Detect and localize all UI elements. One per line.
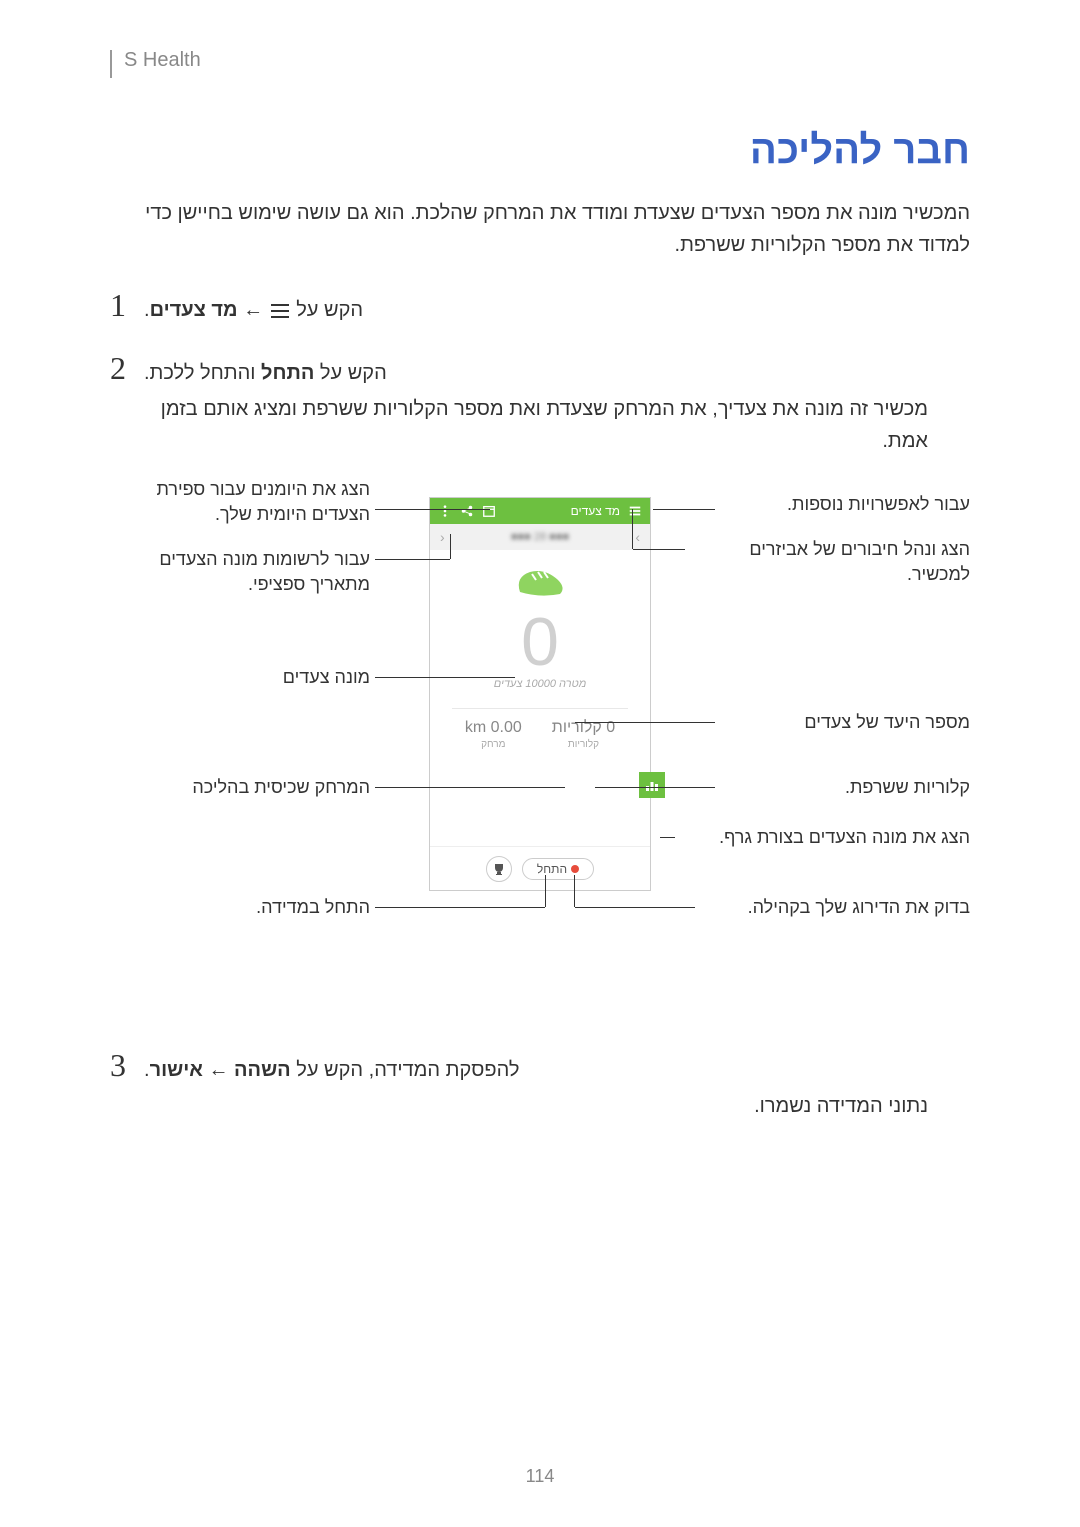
line-r1 (653, 509, 715, 510)
callout-r6: בדוק את הדירוג שלך בקהילה. (700, 895, 970, 920)
calories-stat: 0 קלוריות קלוריות (552, 719, 615, 750)
hamburger-icon (271, 304, 289, 318)
divider (452, 708, 628, 709)
page-title: חבר להליכה (110, 128, 970, 173)
step-1-number: 1 (110, 287, 126, 324)
line-r5 (660, 837, 675, 838)
callout-l1: הצג את היומנים עבור ספירת הצעדים היומית … (110, 477, 370, 527)
callout-l5: התחל במדידה. (110, 895, 370, 920)
step-3-text: להפסקת המדידה, הקש על השהה ← אישור. (144, 1059, 519, 1082)
stats-row: 0 קלוריות קלוריות 0.00 km מרחק (430, 719, 650, 750)
line-r2b (632, 509, 633, 549)
step3-bold1: השהה (234, 1059, 291, 1081)
line-r4 (595, 787, 715, 788)
step-3-sub: נתוני המדידה נשמרו. (110, 1090, 928, 1122)
header: S Health (110, 50, 970, 78)
distance-label: מרחק (465, 739, 522, 750)
step2-bold: התחל (261, 362, 314, 384)
callout-l2: עבור לרשומות מונה הצעדים מתאריך ספציפי. (110, 547, 370, 597)
date-prev[interactable]: › (635, 529, 640, 545)
step3-bold2: אישור (150, 1059, 203, 1081)
step-3: להפסקת המדידה, הקש על השהה ← אישור. 3 (110, 1047, 970, 1084)
callout-r3: מספר היעד של צעדים (720, 710, 970, 735)
start-button[interactable]: התחל (522, 858, 594, 880)
callout-l3: מונה צעדים (110, 665, 370, 690)
line-l5a (375, 907, 545, 908)
callout-l4: המרחק שכיסית בהליכה (110, 775, 370, 800)
line-l2a (375, 559, 450, 560)
step-3-number: 3 (110, 1047, 126, 1084)
step-2-number: 2 (110, 350, 126, 387)
shoe-icon (510, 562, 570, 602)
step3-arrow: ← (203, 1059, 234, 1081)
calories-label: קלוריות (552, 739, 615, 750)
callout-r5: הצג את מונה הצעדים בצורת גרף. (680, 825, 970, 850)
more-icon[interactable] (438, 504, 452, 518)
line-r6a (575, 907, 695, 908)
line-r3 (575, 722, 715, 723)
line-l1 (375, 509, 490, 510)
header-app-name: S Health (124, 49, 201, 72)
trophy-icon (492, 862, 506, 876)
calendar-icon[interactable] (482, 504, 496, 518)
distance-stat: 0.00 km מרחק (465, 719, 522, 750)
step-2-text: הקש על התחל והתחל ללכת. (144, 362, 387, 385)
bar-chart-icon (645, 778, 659, 792)
step3-prefix: להפסקת המדידה, הקש על (291, 1059, 520, 1081)
intro-paragraph: המכשיר מונה את מספר הצעדים שצעדת ומודד א… (110, 197, 970, 261)
callout-r1: עבור לאפשרויות נוספות. (720, 492, 970, 517)
phone-date-nav: › ■■■ 28 ■■■ ‹ (430, 524, 650, 550)
step-2-sub: מכשיר זה מונה את צעדיך, את המרחק שצעדת ו… (110, 393, 928, 457)
step2-prefix: הקש על (314, 362, 386, 384)
topbar-title: מד צעדים (571, 504, 620, 518)
line-l5b (545, 875, 546, 907)
page-number: 114 (526, 1466, 555, 1487)
step-1: הקש על ← מד צעדים. 1 (110, 287, 970, 324)
goal-label: מטרה 10000 צעדים (494, 678, 587, 690)
menu-icon[interactable] (628, 504, 642, 518)
phone-bottom-bar: התחל (430, 846, 650, 890)
step-count: 0 (521, 608, 559, 676)
step1-prefix: הקש על (291, 299, 363, 321)
step2-suffix: והתחל ללכת. (144, 362, 261, 384)
line-r2a (633, 549, 685, 550)
date-blurred: ■■■ 28 ■■■ (511, 531, 569, 543)
line-l4 (375, 787, 565, 788)
step-1-text: הקש על ← מד צעדים. (144, 299, 363, 322)
distance-value: 0.00 km (465, 719, 522, 737)
line-r6b (574, 875, 575, 907)
phone-mockup: מד צעדים › ■■■ 28 ■■■ ‹ 0 מטרה 1 (429, 497, 651, 891)
callout-r2: הצג ונהל חיבורים של אביזרים למכשיר. (690, 537, 970, 587)
callout-r4: קלוריות ששרפת. (720, 775, 970, 800)
annotated-screenshot: מד צעדים › ■■■ 28 ■■■ ‹ 0 מטרה 1 (110, 487, 970, 987)
line-l3 (375, 677, 515, 678)
line-l2b (450, 534, 451, 559)
start-label: התחל (537, 862, 567, 876)
share-icon[interactable] (460, 504, 474, 518)
phone-topbar: מד צעדים (430, 498, 650, 524)
step-2: הקש על התחל והתחל ללכת. 2 (110, 350, 970, 387)
date-next[interactable]: ‹ (440, 529, 445, 545)
record-dot-icon (571, 865, 579, 873)
chart-badge[interactable] (639, 772, 665, 798)
step1-bold: מד צעדים (150, 299, 238, 321)
phone-body: 0 מטרה 10000 צעדים 0 קלוריות קלוריות 0.0… (430, 550, 650, 846)
trophy-button[interactable] (486, 856, 512, 882)
